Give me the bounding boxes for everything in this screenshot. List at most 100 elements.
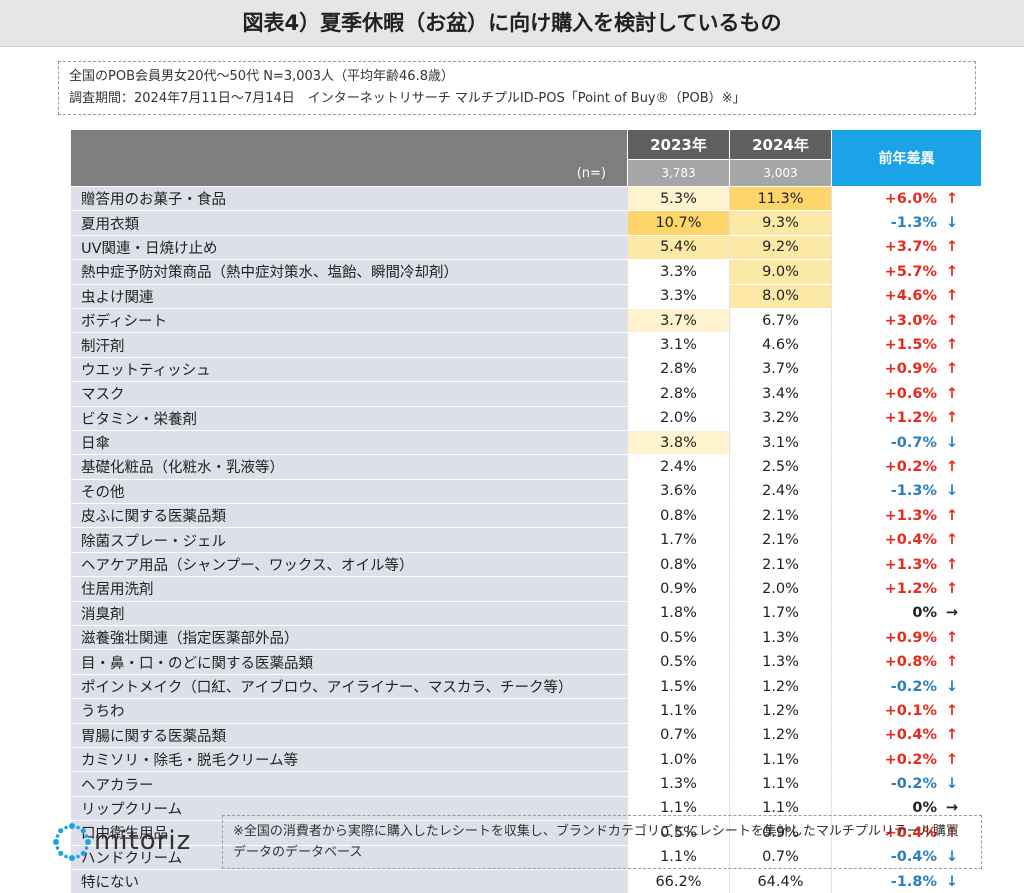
diff-cell: -1.3% ↓ (831, 478, 981, 504)
value-2024: 2.1% (729, 503, 831, 528)
diff-cell: +0.2% ↑ (831, 454, 981, 479)
table-row: 贈答用のお菓子・食品 5.3% 11.3% +6.0% ↑ (71, 186, 981, 211)
diff-cell: +1.2% ↑ (831, 576, 981, 601)
value-2024: 0.9% (729, 820, 831, 845)
row-label: 夏用衣類 (71, 210, 627, 235)
value-2024: 3.2% (729, 405, 831, 430)
diff-value: +4.6% (884, 288, 937, 305)
diff-cell: +0.2% ↑ (831, 746, 981, 772)
value-2024: 8.0% (729, 283, 831, 308)
diff-cell: -0.2% ↓ (831, 771, 981, 796)
table-row: UV関連・日焼け止め 5.4% 9.2% +3.7% ↑ (71, 234, 981, 260)
arrow-up-icon: ↑ (945, 580, 959, 597)
table-row: ハンドクリーム 1.1% 0.7% -0.4% ↓ (71, 844, 981, 869)
table-row: 住居用洗剤 0.9% 2.0% +1.2% ↑ (71, 576, 981, 601)
diff-value: 0% (912, 800, 937, 817)
row-label: 滋養強壮関連（指定医薬部外品） (71, 625, 627, 650)
value-2023: 3.3% (627, 259, 729, 284)
table-row: 滋養強壮関連（指定医薬部外品） 0.5% 1.3% +0.9% ↑ (71, 625, 981, 650)
star-burst-icon (53, 823, 91, 861)
diff-cell: +0.4% ↑ (831, 722, 981, 747)
table-row: リップクリーム 1.1% 1.1% 0% → (71, 795, 981, 821)
value-2024: 11.3% (729, 186, 831, 211)
arrow-up-icon: ↑ (945, 654, 959, 671)
footnote: ※全国の消費者から実際に購入したレシートを収集し、ブランドカテゴリごとにレシート… (222, 815, 982, 869)
arrow-up-icon: ↑ (945, 556, 959, 573)
arrow-up-icon: ↑ (945, 190, 959, 207)
value-2023: 66.2% (627, 868, 729, 893)
table-row: 夏用衣類 10.7% 9.3% -1.3% ↓ (71, 210, 981, 235)
value-2024: 1.3% (729, 649, 831, 674)
table-row: 胃腸に関する医薬品類 0.7% 1.2% +0.4% ↑ (71, 722, 981, 747)
value-2023: 0.9% (627, 576, 729, 601)
diff-value: +1.5% (884, 337, 937, 354)
n-label-cell: (n=) (71, 130, 627, 186)
row-label: ボディシート (71, 307, 627, 333)
arrow-up-icon: ↑ (945, 263, 959, 280)
survey-info-box: 全国のPOB会員男女20代〜50代 N=3,003人（平均年齢46.8歳） 調査… (58, 61, 976, 115)
value-2024: 2.5% (729, 454, 831, 479)
value-2024: 2.1% (729, 527, 831, 552)
purchase-intent-table: (n=) 2023年 2024年 前年差異 3,783 3,003 贈答用のお菓… (71, 130, 981, 893)
table-row: 制汗剤 3.1% 4.6% +1.5% ↑ (71, 332, 981, 357)
value-2023: 5.4% (627, 234, 729, 260)
value-2023: 0.8% (627, 503, 729, 528)
n-label: (n=) (576, 166, 606, 181)
survey-info-line-1: 全国のPOB会員男女20代〜50代 N=3,003人（平均年齢46.8歳） (69, 69, 454, 84)
row-label: ビタミン・栄養剤 (71, 405, 627, 430)
diff-value: +0.4% (884, 824, 937, 841)
row-label: 胃腸に関する医薬品類 (71, 722, 627, 747)
diff-cell: +0.8% ↑ (831, 649, 981, 674)
diff-value: +1.3% (884, 507, 937, 524)
value-2023: 1.5% (627, 673, 729, 699)
diff-cell: +1.2% ↑ (831, 405, 981, 430)
diff-cell: +4.6% ↑ (831, 283, 981, 308)
arrow-up-icon: ↑ (945, 824, 959, 841)
row-label: 贈答用のお菓子・食品 (71, 186, 627, 211)
value-2023: 0.5% (627, 820, 729, 845)
arrow-up-icon: ↑ (945, 751, 959, 768)
table-row: カミソリ・除毛・脱毛クリーム等 1.0% 1.1% +0.2% ↑ (71, 746, 981, 772)
row-label: リップクリーム (71, 795, 627, 821)
diff-value: +0.4% (884, 727, 937, 744)
diff-cell: -1.3% ↓ (831, 210, 981, 235)
value-2024: 2.0% (729, 576, 831, 601)
table-row: マスク 2.8% 3.4% +0.6% ↑ (71, 381, 981, 406)
arrow-up-icon: ↑ (945, 288, 959, 305)
value-2023: 0.5% (627, 625, 729, 650)
diff-value: -1.3% (890, 483, 937, 500)
diff-cell: +6.0% ↑ (831, 186, 981, 211)
table-row: ビタミン・栄養剤 2.0% 3.2% +1.2% ↑ (71, 405, 981, 430)
table-row: うちわ 1.1% 1.2% +0.1% ↑ (71, 698, 981, 723)
value-2024: 6.7% (729, 307, 831, 333)
value-2024: 2.4% (729, 478, 831, 504)
diff-cell: +0.4% ↑ (831, 527, 981, 552)
value-2024: 64.4% (729, 868, 831, 893)
value-2024: 0.7% (729, 844, 831, 869)
row-label: UV関連・日焼け止め (71, 234, 627, 260)
table-row: 虫よけ関連 3.3% 8.0% +4.6% ↑ (71, 283, 981, 308)
row-label: 日傘 (71, 429, 627, 455)
table-row: 目・鼻・口・のどに関する医薬品類 0.5% 1.3% +0.8% ↑ (71, 649, 981, 674)
value-2023: 0.5% (627, 649, 729, 674)
arrow-up-icon: ↑ (945, 727, 959, 744)
value-2023: 3.1% (627, 332, 729, 357)
diff-value: +0.9% (884, 629, 937, 646)
table-row: ヘアカラー 1.3% 1.1% -0.2% ↓ (71, 771, 981, 796)
table-body: 贈答用のお菓子・食品 5.3% 11.3% +6.0% ↑ 夏用衣類 10.7% 9.3% -1… (71, 186, 981, 893)
value-2023: 3.8% (627, 429, 729, 455)
value-2024: 3.7% (729, 356, 831, 382)
value-2023: 0.7% (627, 722, 729, 747)
row-label: 皮ふに関する医薬品類 (71, 503, 627, 528)
value-2023: 0.8% (627, 551, 729, 577)
diff-value: +0.1% (884, 702, 937, 719)
arrow-up-icon: ↑ (945, 532, 959, 549)
table-row: 熱中症予防対策商品（熱中症対策水、塩飴、瞬間冷却剤） 3.3% 9.0% +5.7% ↑ (71, 259, 981, 284)
diff-value: -0.2% (890, 776, 937, 793)
value-2023: 2.8% (627, 356, 729, 382)
value-2024: 1.2% (729, 673, 831, 699)
row-label: 口中衛生用品 (71, 820, 627, 845)
diff-cell: -0.2% ↓ (831, 673, 981, 699)
diff-cell: +1.3% ↑ (831, 503, 981, 528)
row-label: 目・鼻・口・のどに関する医薬品類 (71, 649, 627, 674)
